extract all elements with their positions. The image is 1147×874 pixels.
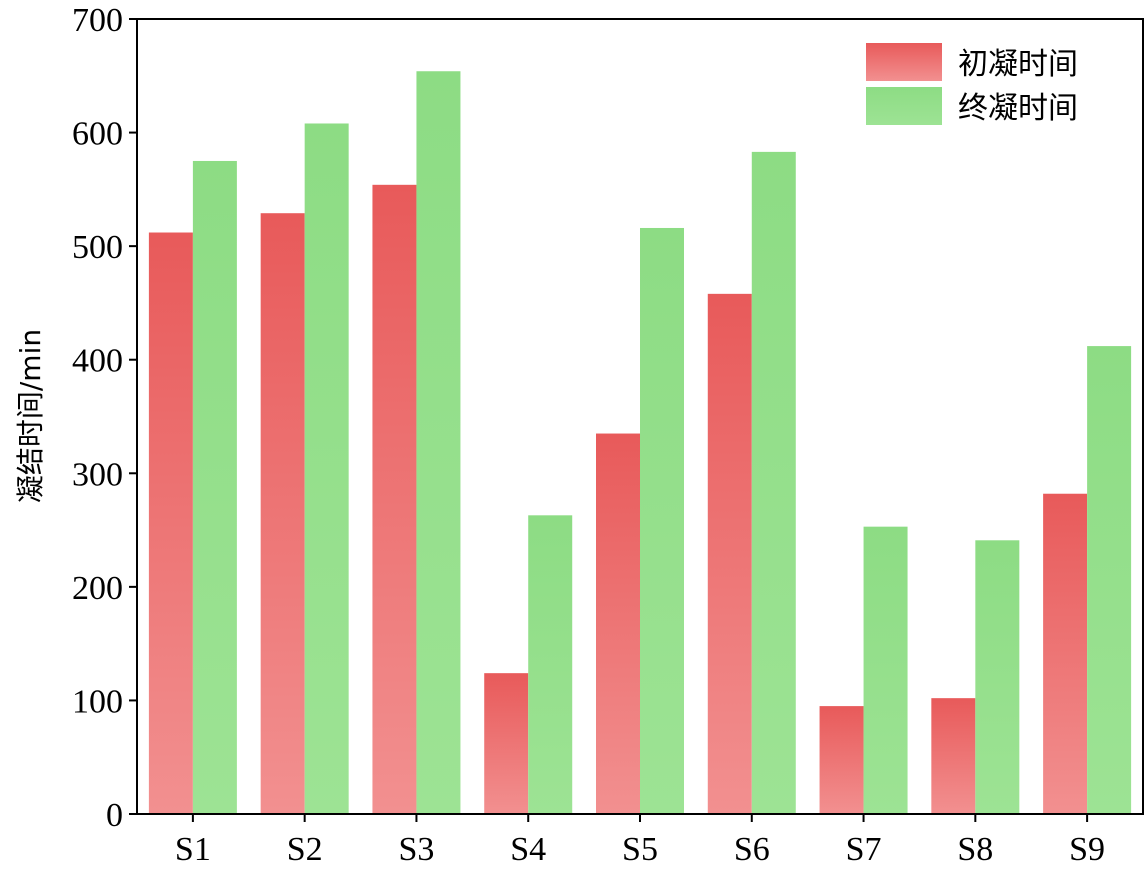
x-tick-label: S7: [846, 831, 882, 868]
x-axis-ticks: S1 S2 S3 S4 S5 S6 S7 S8 S9: [175, 814, 1105, 868]
bar-initial-S8: [931, 698, 976, 814]
bar-initial-S1: [148, 232, 193, 814]
y-tick-label: 700: [72, 2, 123, 39]
bars: [148, 71, 1132, 815]
bar-initial-S6: [707, 293, 752, 814]
x-tick-label: S4: [510, 831, 546, 868]
legend-swatch-initial: [866, 43, 942, 81]
bar-final-S3: [416, 71, 461, 814]
bar-final-S5: [640, 227, 684, 814]
y-tick-label: 400: [72, 343, 123, 380]
y-tick-label: 100: [72, 683, 123, 720]
bar-final-S6: [751, 151, 796, 815]
x-tick-label: S2: [287, 831, 323, 868]
y-tick-label: 300: [72, 456, 123, 493]
x-tick-label: S6: [734, 831, 770, 868]
legend-label-final: 终凝时间: [958, 91, 1078, 126]
y-tick-label: 200: [72, 570, 123, 607]
bar-final-S2: [304, 123, 349, 814]
bar-final-S8: [975, 540, 1020, 814]
bar-initial-S5: [596, 433, 640, 814]
legend-label-initial: 初凝时间: [958, 47, 1078, 82]
x-tick-label: S5: [622, 831, 658, 868]
y-axis-title: 凝结时间/min: [14, 329, 47, 503]
x-tick-label: S9: [1069, 831, 1105, 868]
bar-final-S7: [863, 526, 908, 814]
x-tick-label: S1: [175, 831, 211, 868]
x-tick-label: S8: [957, 831, 993, 868]
y-tick-label: 500: [72, 229, 123, 266]
y-tick-label: 600: [72, 116, 123, 153]
bar-final-S4: [528, 515, 573, 814]
x-tick-label: S3: [398, 831, 434, 868]
bar-final-S9: [1087, 346, 1132, 814]
bar-initial-S7: [819, 706, 864, 814]
y-axis-ticks: 0 100 200 300 400 500 600 700: [72, 2, 137, 834]
bar-final-S1: [192, 160, 237, 814]
legend-swatch-final: [866, 87, 942, 125]
bar-initial-S2: [260, 213, 305, 814]
bar-initial-S4: [484, 673, 529, 814]
bar-initial-S9: [1043, 493, 1088, 814]
plot-frame: [136, 18, 1144, 815]
y-tick-label: 0: [106, 797, 123, 834]
legend: 初凝时间 终凝时间: [866, 43, 1078, 126]
bar-initial-S3: [372, 184, 417, 815]
